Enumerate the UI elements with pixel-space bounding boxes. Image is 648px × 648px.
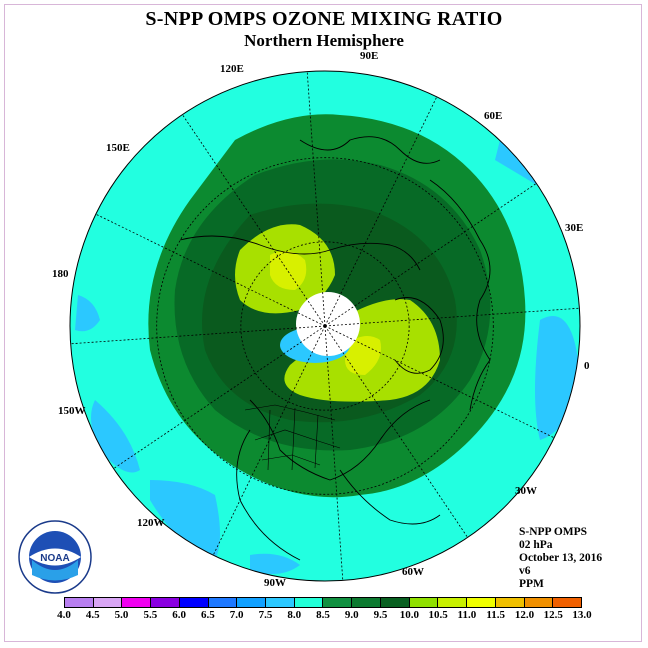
colorbar-tick-label: 12.0 [514,609,535,621]
page-title: S-NPP OMPS OZONE MIXING RATIO [145,8,503,30]
colorbar-tick-label: 7.0 [229,609,244,621]
longitude-label-30e: 30E [565,222,584,234]
colorbar-tick-label: 10.0 [399,609,419,621]
colorbar-swatch [208,598,238,607]
colorbar-swatch [380,598,410,607]
map-boundary [69,70,581,582]
version-label: v6 [519,565,531,577]
colorbar-swatch [122,598,152,607]
ozone-contour-10-0 [345,336,381,375]
polar-night-region [296,292,360,356]
colorbar [64,597,582,608]
date-label: October 13, 2016 [519,552,603,564]
colorbar-swatch [93,598,123,607]
colorbar-tick-label: 11.5 [486,609,505,621]
pressure-level: 02 hPa [519,539,553,551]
colorbar-tick-label: 6.5 [201,609,215,621]
longitude-label-120w: 120W [137,517,165,529]
colorbar-swatch [294,598,324,607]
colorbar-tick-label: 12.5 [543,609,563,621]
colorbar-tick-label: 5.0 [114,609,129,621]
logo-text: NOAA [40,553,69,564]
colorbar-swatch [266,598,295,607]
colorbar-tick-label: 5.5 [143,609,158,621]
colorbar-tick-label: 8.5 [316,609,330,621]
longitude-label-30w: 30W [515,485,537,497]
coastlines [179,136,491,561]
longitude-label-120e: 120E [220,63,244,75]
instrument-label: S-NPP OMPS [519,526,588,538]
colorbar-tick-label: 9.5 [373,609,388,621]
noaa-logo: NOAA [18,520,92,594]
colorbar-tick-label: 4.0 [57,609,71,621]
low-ozone-patch [250,553,300,574]
page-subtitle: Northern Hemisphere [244,31,404,50]
longitude-label-60e: 60E [484,110,503,122]
colorbar-ticks: 4.0 4.5 5.0 5.5 6.0 6.5 7.0 7.5 8.0 8.5 9.0 9.5 10.0… [57,609,592,623]
plot-frame [4,4,642,642]
info-panel: S-NPP OMPS 02 hPa October 13, 2016 v6 PP… [519,526,602,591]
colorbar-tick-label: 10.5 [428,609,448,621]
colorbar-swatch [495,598,525,607]
colorbar-swatch [151,598,180,607]
longitude-label-180: 180 [52,268,69,280]
colorbar-tick-label: 7.5 [258,609,273,621]
longitude-label-60w: 60W [402,566,424,578]
colorbar-tick-label: 9.0 [344,609,359,621]
longitude-label-90e: 90E [360,50,379,62]
colorbar-swatch [409,598,439,607]
longitude-label-150e: 150E [106,142,130,154]
colorbar-swatch [179,598,209,607]
political-borders [244,404,341,471]
colorbar-swatch [553,598,581,607]
colorbar-swatch [65,598,94,607]
graticule [70,71,580,581]
colorbar-swatch [438,598,468,607]
colorbar-swatch [467,598,496,607]
low-ozone-patch [75,295,100,332]
colorbar-swatch [524,598,554,607]
colorbar-tick-label: 4.5 [85,609,100,621]
longitude-label-150w: 150W [58,405,86,417]
low-ozone-patch [150,480,220,560]
longitude-label-90w: 90W [264,577,286,589]
colorbar-tick-label: 13.0 [572,609,592,621]
units-label: PPM [519,578,544,590]
colorbar-tick-label: 11.0 [457,609,477,621]
longitude-label-0: 0 [584,360,590,372]
low-ozone-patch [91,400,140,473]
colorbar-swatch [352,598,381,607]
map-layers [70,71,580,581]
colorbar-tick-label: 8.0 [287,609,302,621]
ozone-contour-10-0 [270,251,307,290]
colorbar-tick-label: 6.0 [172,609,186,621]
colorbar-swatch [323,598,353,607]
colorbar-swatch [237,598,267,607]
